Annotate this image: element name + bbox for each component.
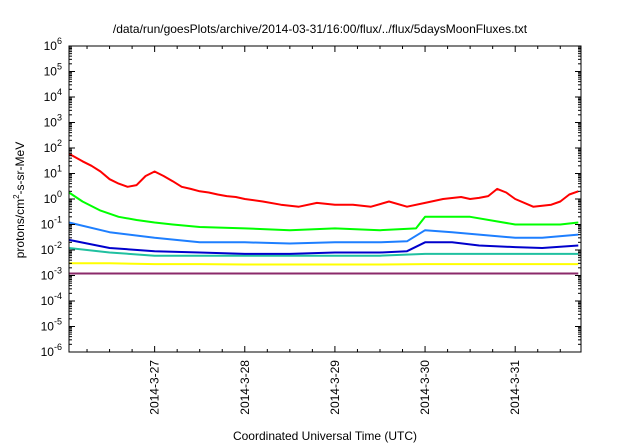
x-tick-label-1: 2014-3-28	[238, 360, 252, 415]
series-line-4	[68, 247, 579, 257]
series-line-1	[68, 191, 579, 232]
y-tick-label-12: 106	[44, 36, 62, 53]
x-axis-label: Coordinated Universal Time (UTC)	[232, 429, 418, 443]
y-tick-label-5: 10-1	[41, 215, 62, 232]
y-tick-label-2: 10-4	[41, 291, 62, 308]
y-tick-layer: 10-6 10-5 10-4 10-3 10-2 10-1 100 101 102 103 104 1…	[41, 36, 581, 359]
y-tick-label-3: 10-3	[41, 266, 62, 283]
series-line-2	[68, 221, 579, 245]
series-line-3	[68, 238, 579, 255]
y-tick-label-8: 102	[44, 138, 62, 155]
chart-title: /data/run/goesPlots/archive/2014-03-31/1…	[112, 22, 528, 36]
x-tick-label-4: 2014-3-31	[508, 360, 522, 415]
series-line-0	[68, 152, 579, 208]
x-tick-label-3: 2014-3-30	[418, 360, 432, 415]
y-tick-label-6: 100	[44, 189, 62, 206]
y-tick-label-11: 105	[44, 62, 62, 79]
x-tick-layer: 2014-3-27 2014-3-28 2014-3-29 2014-3-30 2014…	[86, 46, 561, 415]
y-tick-label-0: 10-6	[41, 342, 62, 359]
y-tick-label-9: 103	[44, 113, 62, 130]
plot-frame	[68, 45, 582, 353]
y-tick-label-1: 10-5	[41, 317, 62, 334]
y-tick-label-4: 10-2	[41, 240, 62, 257]
y-tick-label-10: 104	[44, 87, 62, 104]
series-layer	[68, 152, 579, 275]
x-tick-label-0: 2014-3-27	[148, 360, 162, 415]
series-line-5	[69, 262, 579, 266]
y-axis-label: protons/cm2-s-sr-MeV	[12, 141, 27, 259]
x-tick-label-2: 2014-3-29	[328, 360, 342, 415]
y-tick-label-7: 101	[44, 164, 62, 181]
